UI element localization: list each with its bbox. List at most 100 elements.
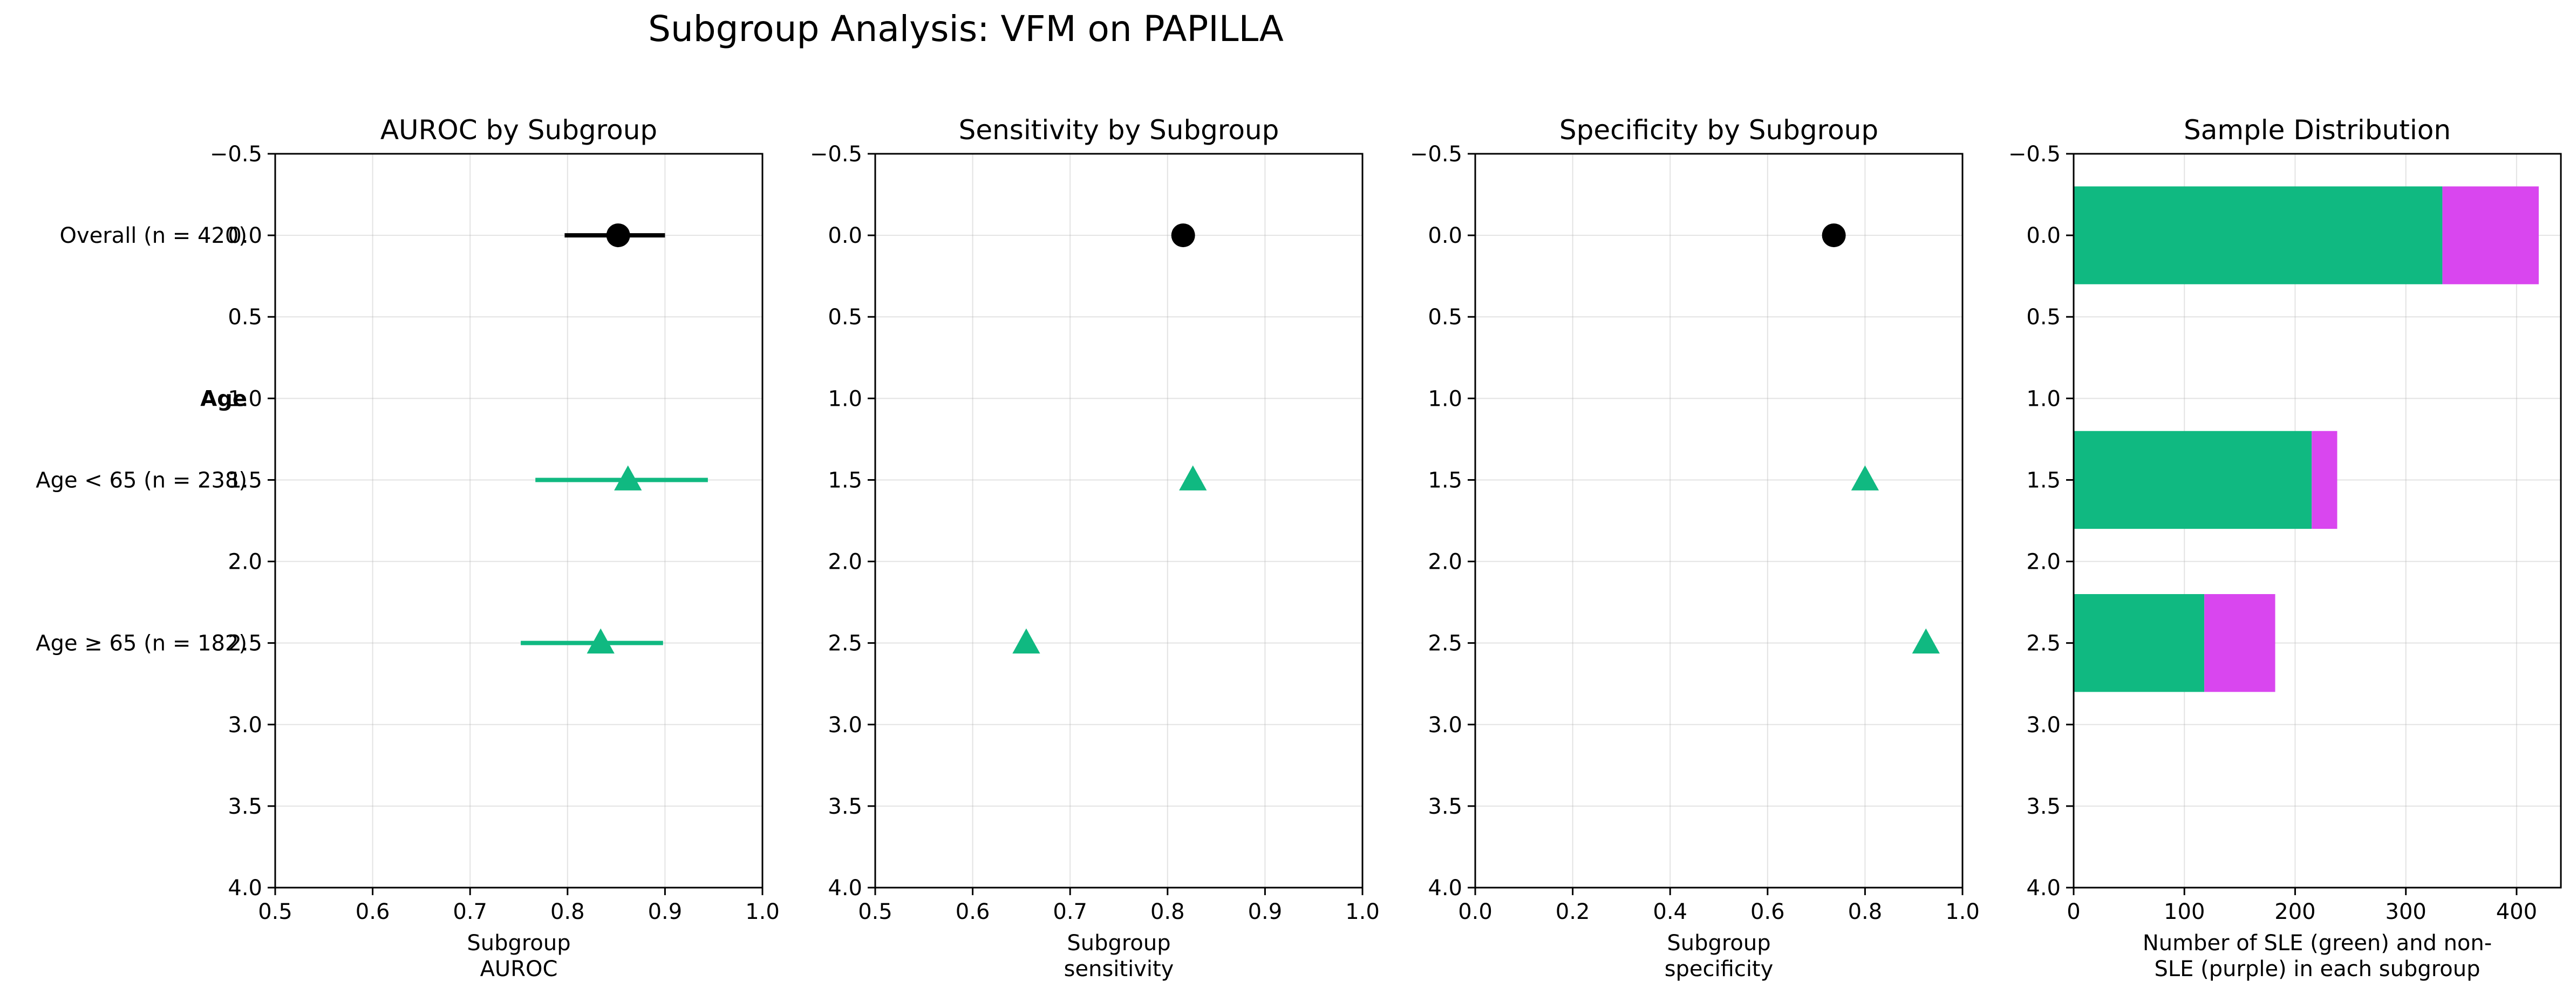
- panel-title: Sample Distribution: [2184, 114, 2451, 146]
- x-tick-label: 0: [2067, 899, 2080, 924]
- y-tick-label: 3.0: [828, 713, 862, 738]
- panel-3: 0.0 0.2 0.4 0.6 0.8 1.0 −0.5 0.0 0.5 1.0 1.5 2.0 2.5…: [1410, 114, 1980, 982]
- y-tick-label: 4.0: [1428, 876, 1462, 901]
- x-axis-label: specificity: [1665, 957, 1774, 982]
- x-tick-label: 0.9: [648, 899, 683, 924]
- bar-non-sle: [2312, 431, 2338, 529]
- y-tick-label: 1.5: [228, 468, 262, 493]
- y-tick-label: 1.0: [828, 386, 862, 411]
- y-tick-label: 0.5: [828, 305, 862, 330]
- y-tick-label: 4.0: [228, 876, 262, 901]
- bar-non-sle: [2204, 594, 2275, 692]
- x-axis-label: Number of SLE (green) and non-: [2143, 931, 2492, 956]
- panels: 0.5 0.6 0.7 0.8 0.9 1.0 −0.5 0.0 0.5 1.0 1.5 2.0 2.5…: [36, 114, 2562, 982]
- y-tick-label: 1.0: [1428, 386, 1462, 411]
- y-tick-label: 2.0: [828, 550, 862, 575]
- x-tick-label: 0.5: [858, 899, 892, 924]
- bar-sle: [2074, 594, 2205, 692]
- axes-frame: [874, 153, 1364, 889]
- y-tick-label: 3.5: [2026, 794, 2061, 819]
- x-tick-label: 0.7: [453, 899, 487, 924]
- y-tick-label: 2.5: [228, 631, 262, 656]
- x-tick-label: 0.9: [1248, 899, 1283, 924]
- panel-title: Specificity by Subgroup: [1559, 114, 1878, 146]
- point-marker: [1912, 628, 1940, 654]
- y-tick-label: 2.5: [2026, 631, 2061, 656]
- x-tick-label: 0.7: [1053, 899, 1087, 924]
- y-tick-label: 3.5: [828, 794, 862, 819]
- x-tick-label: 0.6: [356, 899, 390, 924]
- figure-title: Subgroup Analysis: VFM on PAPILLA: [648, 8, 1284, 50]
- y-tick-label: −0.5: [810, 142, 862, 167]
- x-tick-label: 0.8: [1848, 899, 1883, 924]
- point-marker: [1851, 465, 1879, 490]
- x-axis-label: Subgroup: [467, 931, 570, 956]
- x-tick-label: 0.8: [1150, 899, 1185, 924]
- y-tick-label: 3.0: [1428, 713, 1462, 738]
- y-tick-label: −0.5: [2008, 142, 2061, 167]
- y-tick-label: 1.0: [228, 386, 262, 411]
- y-tick-label: 4.0: [2026, 876, 2061, 901]
- x-tick-label: 0.0: [1458, 899, 1493, 924]
- y-tick-label: 3.0: [2026, 713, 2061, 738]
- x-axis-label: Subgroup: [1667, 931, 1770, 956]
- y-tick-label: 0.0: [228, 223, 262, 248]
- x-axis-label: AUROC: [480, 957, 558, 982]
- y-tick-label: −0.5: [1410, 142, 1462, 167]
- point-marker: [606, 223, 630, 248]
- axes-frame: [1474, 153, 1964, 889]
- panel-1: 0.5 0.6 0.7 0.8 0.9 1.0 −0.5 0.0 0.5 1.0 1.5 2.0 2.5…: [36, 114, 780, 982]
- panel-2: 0.5 0.6 0.7 0.8 0.9 1.0 −0.5 0.0 0.5 1.0 1.5 2.0 2.5…: [810, 114, 1380, 982]
- y-tick-label: 2.5: [828, 631, 862, 656]
- bar-sle: [2074, 186, 2443, 284]
- panel-title: Sensitivity by Subgroup: [959, 114, 1279, 146]
- y-tick-label: 0.0: [1428, 223, 1462, 248]
- y-tick-label: 0.5: [2026, 305, 2061, 330]
- x-axis-label: SLE (purple) in each subgroup: [2154, 957, 2480, 982]
- x-tick-label: 100: [2164, 899, 2205, 924]
- axes-frame: [274, 153, 764, 889]
- x-axis-label: Subgroup: [1067, 931, 1170, 956]
- y-tick-label: 4.0: [828, 876, 862, 901]
- point-marker: [1171, 223, 1195, 248]
- category-label: Age: [200, 386, 247, 411]
- y-tick-label: 1.5: [828, 468, 862, 493]
- category-label: Overall (n = 420): [59, 223, 247, 248]
- point-marker: [1179, 465, 1207, 490]
- x-tick-label: 0.4: [1653, 899, 1687, 924]
- y-tick-label: 1.0: [2026, 386, 2061, 411]
- point-marker: [614, 465, 642, 490]
- x-tick-label: 0.6: [956, 899, 990, 924]
- y-tick-label: 0.0: [828, 223, 862, 248]
- point-marker: [587, 628, 615, 654]
- y-tick-label: 3.0: [228, 713, 262, 738]
- point-marker: [1012, 628, 1040, 654]
- panel-4: 0 100 200 300 400 −0.5 0.0 0.5 1.0 1.5 2.0 2.5 3.0 3.…: [2008, 114, 2562, 982]
- y-tick-label: 2.0: [228, 550, 262, 575]
- x-tick-label: 1.0: [1345, 899, 1380, 924]
- x-tick-label: 0.5: [258, 899, 292, 924]
- bar-non-sle: [2442, 186, 2539, 284]
- y-tick-label: 3.5: [228, 794, 262, 819]
- y-tick-label: 1.5: [1428, 468, 1462, 493]
- point-marker: [1822, 223, 1846, 248]
- y-tick-label: 2.0: [2026, 550, 2061, 575]
- x-tick-label: 0.8: [550, 899, 585, 924]
- x-axis-label: sensitivity: [1064, 957, 1174, 982]
- category-label: Age < 65 (n = 238): [36, 468, 247, 493]
- axes-frame: [2073, 153, 2562, 889]
- x-tick-label: 1.0: [1945, 899, 1980, 924]
- y-tick-label: 2.5: [1428, 631, 1462, 656]
- x-tick-label: 0.6: [1750, 899, 1785, 924]
- y-tick-label: 0.0: [2026, 223, 2061, 248]
- bar-sle: [2074, 431, 2312, 529]
- y-tick-label: 0.5: [1428, 305, 1462, 330]
- x-tick-label: 200: [2274, 899, 2315, 924]
- x-tick-label: 1.0: [745, 899, 780, 924]
- x-tick-label: 400: [2496, 899, 2537, 924]
- panel-title: AUROC by Subgroup: [380, 114, 657, 146]
- x-tick-label: 0.2: [1556, 899, 1590, 924]
- y-tick-label: 3.5: [1428, 794, 1462, 819]
- y-tick-label: 2.0: [1428, 550, 1462, 575]
